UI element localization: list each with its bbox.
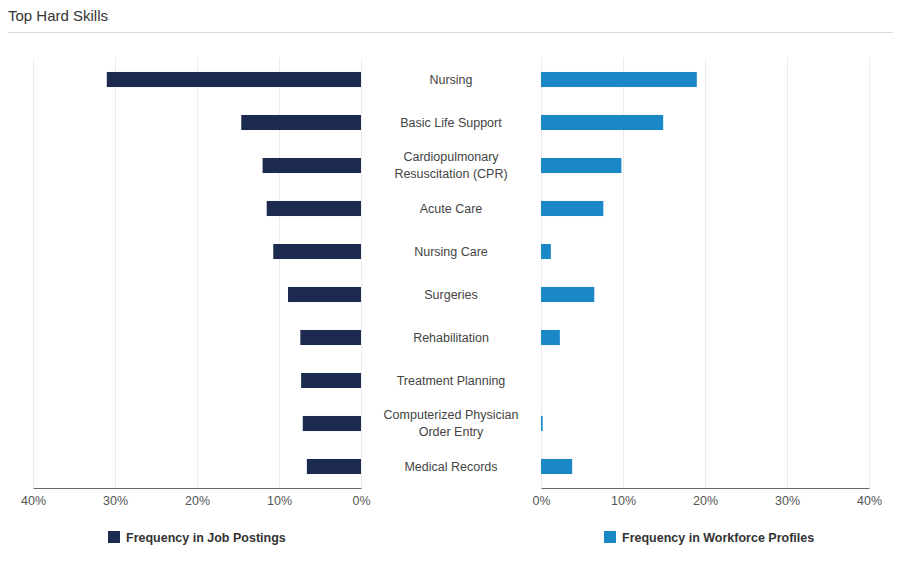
- bar: [541, 115, 663, 130]
- axis-line: [542, 488, 870, 489]
- category-label-line: Computerized Physician: [384, 408, 519, 422]
- grid-line: [197, 58, 198, 488]
- grid-line: [869, 58, 870, 488]
- bar: [301, 373, 361, 388]
- grid-line: [115, 58, 116, 488]
- tick: 20%: [185, 488, 210, 508]
- tick: 20%: [693, 488, 718, 508]
- bar: [288, 287, 361, 302]
- chart-title: Top Hard Skills: [8, 7, 108, 24]
- category-label-line: Order Entry: [419, 425, 484, 439]
- bar: [541, 287, 594, 302]
- legend-swatch: [604, 531, 616, 543]
- tick: 40%: [21, 488, 46, 508]
- x-axis: 0% 10% 20% 30% 40%: [532, 488, 882, 508]
- bar: [307, 459, 361, 474]
- tick-label: 0%: [352, 494, 370, 508]
- tick-label: 0%: [532, 494, 550, 508]
- category-label-line: Resuscitation (CPR): [394, 167, 507, 181]
- bars: [541, 72, 697, 474]
- category-label-line: Basic Life Support: [400, 116, 502, 130]
- bar: [541, 72, 697, 87]
- tick-label: 40%: [857, 494, 882, 508]
- tick-label: 20%: [693, 494, 718, 508]
- tick: 30%: [103, 488, 128, 508]
- legend-label: Frequency in Job Postings: [126, 531, 286, 545]
- panel-0: 0% 10% 20% 30% 40%: [21, 58, 371, 508]
- category-label: Rehabilitation: [413, 331, 489, 345]
- tick-label: 30%: [103, 494, 128, 508]
- tick-label: 10%: [267, 494, 292, 508]
- bar: [541, 459, 572, 474]
- bar: [541, 416, 543, 431]
- tick: 0%: [532, 488, 550, 508]
- panel-1: 0% 10% 20% 30% 40%: [532, 58, 882, 508]
- category-label: Nursing Care: [414, 245, 488, 259]
- legend-item: Frequency in Job Postings: [108, 531, 286, 545]
- category-label: Computerized Physician Order Entry: [384, 408, 519, 439]
- bar: [541, 201, 603, 216]
- category-label: Basic Life Support: [400, 116, 502, 130]
- category-label: Cardiopulmonary Resuscitation (CPR): [394, 150, 507, 181]
- legend-item: Frequency in Workforce Profiles: [604, 531, 814, 545]
- category-label-line: Cardiopulmonary: [403, 150, 499, 164]
- category-label-line: Rehabilitation: [413, 331, 489, 345]
- tick: 10%: [611, 488, 636, 508]
- bar: [300, 330, 361, 345]
- bar: [273, 244, 361, 259]
- tick: 0%: [352, 488, 370, 508]
- grid: [541, 58, 869, 488]
- chart-svg: Top Hard Skills 0% 10% 20% 30% 40% Frequency i…: [0, 0, 900, 565]
- tick-label: 40%: [21, 494, 46, 508]
- category-label-line: Medical Records: [404, 460, 497, 474]
- bar: [107, 72, 361, 87]
- grid-line: [787, 58, 788, 488]
- bar: [263, 158, 361, 173]
- category-label: Treatment Planning: [397, 374, 506, 388]
- bar: [267, 201, 361, 216]
- category-label: Nursing: [429, 73, 472, 87]
- tick-label: 20%: [185, 494, 210, 508]
- grid-line: [705, 58, 706, 488]
- bar: [303, 416, 361, 431]
- category-label-line: Nursing: [429, 73, 472, 87]
- grid-line: [33, 58, 34, 488]
- bar: [541, 373, 542, 388]
- category-label: Medical Records: [404, 460, 497, 474]
- legend-label: Frequency in Workforce Profiles: [622, 531, 814, 545]
- tick: 10%: [267, 488, 292, 508]
- category-label: Surgeries: [424, 288, 478, 302]
- category-label: Acute Care: [420, 202, 483, 216]
- bars: [107, 72, 361, 474]
- grid: [33, 58, 361, 488]
- bar: [541, 330, 560, 345]
- x-axis: 0% 10% 20% 30% 40%: [21, 488, 371, 508]
- category-label-line: Surgeries: [424, 288, 478, 302]
- bar: [541, 158, 621, 173]
- category-label-line: Nursing Care: [414, 245, 488, 259]
- tick-label: 30%: [775, 494, 800, 508]
- category-labels: Nursing Basic Life Support Cardiopulmonary…: [384, 73, 519, 474]
- category-label-line: Acute Care: [420, 202, 483, 216]
- legend-swatch: [108, 531, 120, 543]
- tick: 40%: [857, 488, 882, 508]
- axis-line: [34, 488, 362, 489]
- bar: [541, 244, 551, 259]
- bar: [241, 115, 361, 130]
- tick: 30%: [775, 488, 800, 508]
- tick-label: 10%: [611, 494, 636, 508]
- title-rule: [8, 32, 893, 33]
- category-label-line: Treatment Planning: [397, 374, 506, 388]
